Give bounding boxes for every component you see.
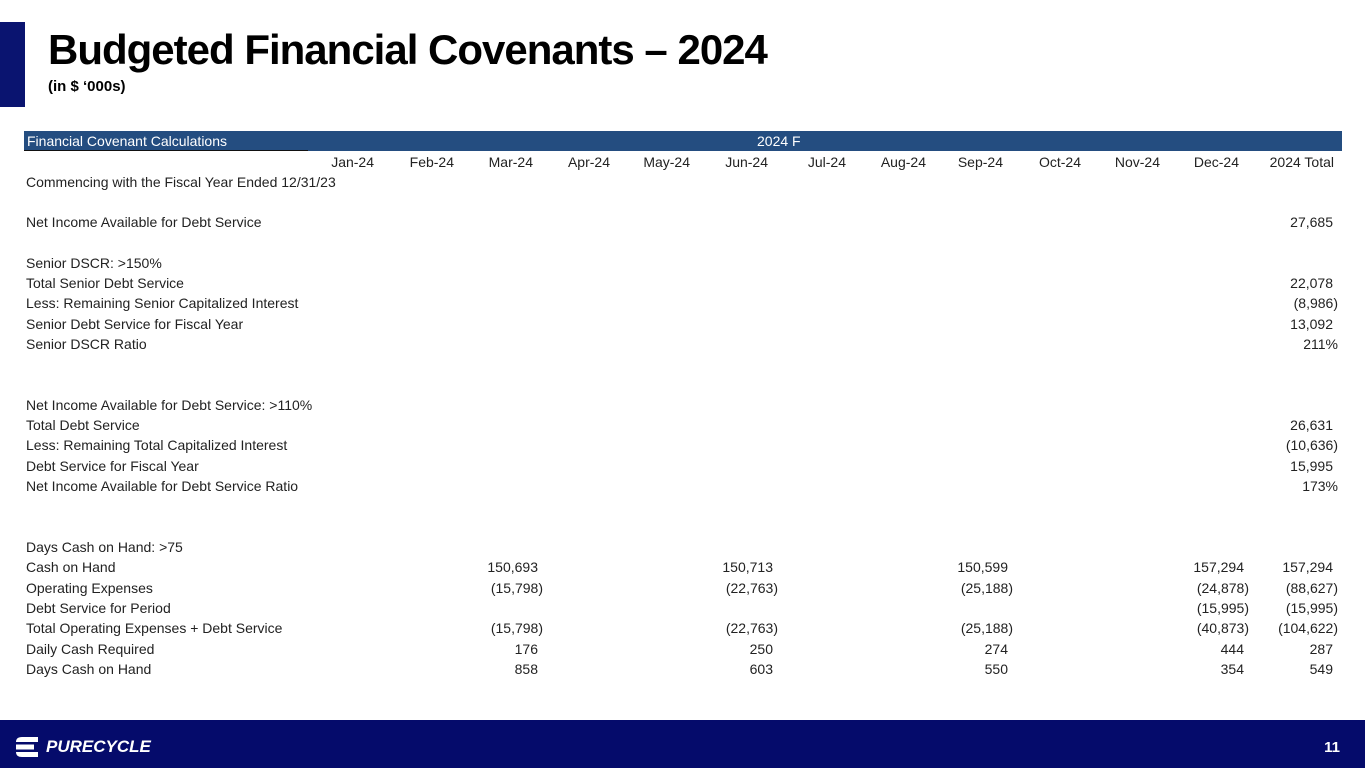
- row-label: Senior Debt Service for Fiscal Year: [26, 316, 244, 332]
- cell-value: 150,693: [487, 559, 538, 575]
- row-label: Debt Service for Period: [26, 600, 171, 616]
- cell-value: (104,622): [1278, 620, 1338, 636]
- table-caption: Financial Covenant Calculations: [27, 133, 227, 149]
- footer-band: [0, 720, 1365, 768]
- row-label: Total Debt Service: [26, 417, 140, 433]
- cell-value: 157,294: [1282, 559, 1333, 575]
- cell-value: 26,631: [1290, 417, 1333, 433]
- cell-value: 13,092: [1290, 316, 1333, 332]
- cell-value: (15,995): [1285, 600, 1338, 616]
- column-header: Sep-24: [957, 154, 1003, 170]
- table-header-bar: [24, 131, 1342, 151]
- cell-value: (25,188): [960, 620, 1013, 636]
- cell-value: (15,798): [490, 620, 543, 636]
- column-header: Mar-24: [488, 154, 533, 170]
- page-number: 11: [1324, 739, 1340, 756]
- accent-bar: [0, 22, 25, 107]
- cell-value: (15,995): [1196, 600, 1249, 616]
- row-label: Cash on Hand: [26, 559, 116, 575]
- row-label: Days Cash on Hand: >75: [26, 539, 183, 555]
- cell-value: (22,763): [725, 580, 778, 596]
- cell-value: 22,078: [1290, 275, 1333, 291]
- cell-value: (22,763): [725, 620, 778, 636]
- row-label: Debt Service for Fiscal Year: [26, 458, 199, 474]
- row-label: Operating Expenses: [26, 580, 153, 596]
- row-label: Daily Cash Required: [26, 641, 155, 657]
- cell-value: 354: [1220, 661, 1244, 677]
- column-header: Jan-24: [331, 154, 374, 170]
- cell-value: 150,713: [722, 559, 773, 575]
- row-label: Net Income Available for Debt Service: [26, 214, 262, 230]
- column-header: Feb-24: [409, 154, 454, 170]
- cell-value: (24,878): [1196, 580, 1249, 596]
- cell-value: 550: [984, 661, 1008, 677]
- column-header: Jul-24: [807, 154, 846, 170]
- cell-value: 157,294: [1193, 559, 1244, 575]
- column-header: Oct-24: [1038, 154, 1081, 170]
- column-header: Jun-24: [725, 154, 768, 170]
- cell-value: (40,873): [1196, 620, 1249, 636]
- cell-value: (15,798): [490, 580, 543, 596]
- cell-value: 858: [514, 661, 538, 677]
- row-label: Less: Remaining Senior Capitalized Inter…: [26, 295, 299, 311]
- row-label: Days Cash on Hand: [26, 661, 152, 677]
- column-header: 2024 Total: [1269, 154, 1334, 170]
- column-header: Apr-24: [567, 154, 610, 170]
- row-label: Net Income Available for Debt Service Ra…: [26, 478, 299, 494]
- column-header: Nov-24: [1114, 154, 1160, 170]
- column-header: Aug-24: [880, 154, 926, 170]
- cell-value: (88,627): [1285, 580, 1338, 596]
- row-label: Commencing with the Fiscal Year Ended 12…: [26, 174, 336, 190]
- row-label: Total Senior Debt Service: [26, 275, 184, 291]
- column-header: Dec-24: [1193, 154, 1239, 170]
- cell-value: 444: [1220, 641, 1244, 657]
- slide-title: Budgeted Financial Covenants – 2024: [48, 26, 768, 73]
- column-header: May-24: [643, 154, 690, 170]
- cell-value: 176: [514, 641, 538, 657]
- row-label: Less: Remaining Total Capitalized Intere…: [26, 437, 288, 453]
- cell-value: (25,188): [960, 580, 1013, 596]
- cell-value: 211%: [1303, 336, 1338, 352]
- table-period: 2024 F: [757, 133, 801, 149]
- cell-value: 274: [984, 641, 1008, 657]
- row-label: Total Operating Expenses + Debt Service: [26, 620, 283, 636]
- cell-value: 150,599: [957, 559, 1008, 575]
- slide-subtitle: (in $ ‘000s): [48, 78, 126, 95]
- row-label: Net Income Available for Debt Service: >…: [26, 397, 313, 413]
- cell-value: 15,995: [1290, 458, 1333, 474]
- cell-value: 287: [1309, 641, 1333, 657]
- cell-value: (8,986): [1293, 295, 1338, 311]
- row-label: Senior DSCR Ratio: [26, 336, 147, 352]
- cell-value: 549: [1309, 661, 1333, 677]
- logo-icon: [16, 737, 38, 757]
- cell-value: 603: [749, 661, 773, 677]
- cell-value: 173%: [1302, 478, 1338, 494]
- cell-value: (10,636): [1285, 437, 1338, 453]
- row-label: Senior DSCR: >150%: [26, 255, 162, 271]
- cell-value: 250: [749, 641, 773, 657]
- logo-text: PURECYCLE: [46, 737, 151, 756]
- header-underline: [24, 150, 308, 151]
- cell-value: 27,685: [1290, 214, 1333, 230]
